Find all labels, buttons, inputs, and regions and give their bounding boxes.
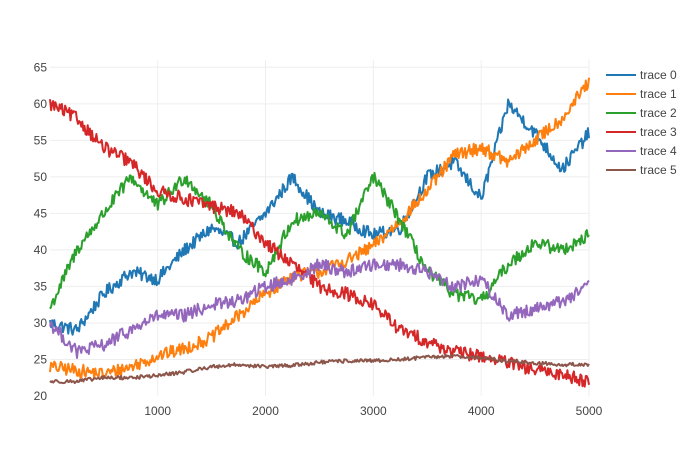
x-tick-label: 4000 bbox=[468, 404, 495, 418]
series-line-trace-2 bbox=[49, 171, 590, 310]
legend-item[interactable]: trace 2 bbox=[606, 106, 677, 120]
series-line-trace-1 bbox=[49, 77, 590, 380]
legend-item[interactable]: trace 1 bbox=[606, 87, 677, 101]
legend-label: trace 1 bbox=[640, 87, 677, 101]
x-tick-label: 1000 bbox=[144, 404, 171, 418]
legend-label: trace 4 bbox=[640, 144, 677, 158]
legend-label: trace 5 bbox=[640, 163, 677, 177]
series-line-trace-5 bbox=[49, 353, 590, 385]
legend[interactable]: trace 0 trace 1 trace 2 trace 3 trace 4 trace… bbox=[606, 68, 677, 177]
legend-label: trace 2 bbox=[640, 106, 677, 120]
series-line-trace-0 bbox=[49, 98, 590, 336]
legend-label: trace 0 bbox=[640, 68, 677, 82]
y-tick-label: 35 bbox=[34, 279, 48, 293]
series-line-trace-3 bbox=[49, 99, 590, 388]
y-tick-label: 30 bbox=[34, 316, 48, 330]
series-lines bbox=[49, 77, 590, 388]
y-tick-label: 50 bbox=[34, 170, 48, 184]
y-tick-label: 25 bbox=[34, 352, 48, 366]
legend-item[interactable]: trace 5 bbox=[606, 163, 677, 177]
legend-item[interactable]: trace 3 bbox=[606, 125, 677, 139]
x-tick-label: 3000 bbox=[360, 404, 387, 418]
y-tick-label: 45 bbox=[34, 206, 48, 220]
axis-ticks: 20 25 30 35 40 45 50 55 60 65 1000 2000 3000 4000 5000 bbox=[34, 60, 603, 418]
x-tick-label: 2000 bbox=[252, 404, 279, 418]
y-tick-label: 65 bbox=[34, 60, 48, 74]
legend-item[interactable]: trace 4 bbox=[606, 144, 677, 158]
y-tick-label: 20 bbox=[34, 389, 48, 403]
y-tick-label: 60 bbox=[34, 97, 48, 111]
y-tick-label: 40 bbox=[34, 243, 48, 257]
y-tick-label: 55 bbox=[34, 133, 48, 147]
legend-item[interactable]: trace 0 bbox=[606, 68, 677, 82]
x-tick-label: 5000 bbox=[576, 404, 603, 418]
series-line-trace-4 bbox=[49, 257, 590, 359]
legend-label: trace 3 bbox=[640, 125, 677, 139]
